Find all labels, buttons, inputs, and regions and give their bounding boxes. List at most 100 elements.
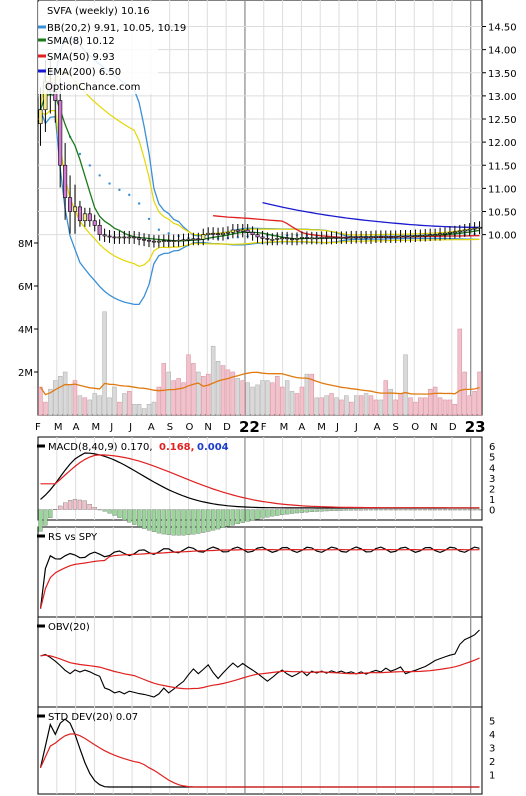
envelope-lower-line bbox=[40, 109, 480, 268]
candle-body-18 bbox=[127, 236, 132, 239]
macd-hist-bar-25 bbox=[161, 509, 166, 535]
macd-hist-bar-35 bbox=[211, 509, 216, 531]
macd-hist-bar-52 bbox=[294, 509, 300, 514]
legend-source: OptionChance.com bbox=[45, 82, 140, 93]
volume-bar-32 bbox=[196, 371, 201, 416]
price-tick-label-2: 13.50 bbox=[488, 69, 517, 80]
volume-bar-15 bbox=[112, 386, 117, 416]
volume-bar-26 bbox=[166, 371, 171, 416]
macd-hist-bar-68 bbox=[373, 509, 379, 511]
macd-hist-bar-65 bbox=[359, 509, 364, 511]
candle-body-0 bbox=[38, 109, 43, 124]
macd-hist-bar-72 bbox=[393, 509, 398, 511]
volume-bar-27 bbox=[171, 380, 176, 416]
candle-body-66 bbox=[364, 236, 369, 239]
envelope-upper-line bbox=[39, 70, 480, 236]
volume-bar-74 bbox=[403, 354, 408, 416]
x-tick-label-20: O bbox=[411, 422, 419, 433]
macd-hist-bar-2 bbox=[48, 509, 53, 519]
price-tick-label-8: 10.50 bbox=[488, 208, 517, 219]
volume-bar-68 bbox=[373, 399, 379, 416]
std-panel bbox=[39, 718, 480, 788]
candle-body-32 bbox=[196, 238, 201, 241]
volume-bar-56 bbox=[314, 397, 319, 416]
legend-bb: BB(20,2) 9.91, 10.05, 10.19 bbox=[47, 23, 186, 34]
macd-hist-bar-20 bbox=[137, 509, 142, 527]
bb-mid-dot-16 bbox=[118, 188, 121, 192]
candle-body-56 bbox=[314, 237, 319, 240]
candle-body-8 bbox=[77, 206, 82, 222]
macd-hist-bar-14 bbox=[107, 509, 112, 514]
price-tick-label-9: 10.00 bbox=[488, 231, 517, 242]
candle-body-42 bbox=[245, 229, 250, 233]
candle-body-50 bbox=[285, 237, 290, 240]
macd-panel-frame bbox=[37, 436, 483, 521]
volume-bar-81 bbox=[437, 397, 443, 416]
x-tick-label-8: O bbox=[186, 422, 194, 433]
x-tick-label-22: D bbox=[449, 422, 457, 433]
x-tick-label-19: S bbox=[392, 422, 398, 433]
volume-bar-39 bbox=[230, 371, 236, 416]
macd-hist-bar-54 bbox=[304, 509, 309, 513]
candle-body-37 bbox=[220, 232, 226, 235]
volume-bar-5 bbox=[62, 371, 68, 416]
x-tick-label-5: J bbox=[128, 422, 132, 433]
macd-hist-bar-63 bbox=[349, 509, 354, 511]
volume-bar-9 bbox=[82, 397, 88, 416]
candle-body-62 bbox=[344, 237, 349, 239]
legend-title: SVFA (weekly) 10.16 bbox=[47, 6, 150, 17]
std-label: STD DEV(20) 0.07 bbox=[48, 712, 138, 723]
volume-bar-40 bbox=[235, 378, 241, 416]
volume-bar-69 bbox=[378, 399, 384, 416]
volume-bar-33 bbox=[201, 376, 206, 416]
volume-bar-60 bbox=[334, 397, 339, 416]
x-tick-label-23: 23 bbox=[465, 418, 486, 436]
x-tick-label-4: J bbox=[109, 422, 113, 433]
obv-panel-frame bbox=[37, 616, 483, 708]
macd-hist-bar-86 bbox=[462, 509, 467, 511]
candle-body-10 bbox=[87, 213, 92, 222]
volume-bar-4 bbox=[57, 376, 63, 416]
macd-hist-bar-13 bbox=[102, 509, 107, 512]
candle-body-63 bbox=[349, 236, 354, 239]
candle-body-82 bbox=[442, 232, 448, 235]
bb-mid-dot-8 bbox=[78, 152, 82, 156]
x-tick-label-16: J bbox=[335, 422, 339, 433]
volume-bar-62 bbox=[344, 395, 349, 416]
macd-hist-bar-19 bbox=[132, 509, 137, 525]
volume-bar-49 bbox=[279, 386, 285, 416]
macd-hist-bar-37 bbox=[220, 509, 226, 528]
macd-signal-line bbox=[40, 454, 480, 509]
obv-legend: OBV(20) bbox=[37, 622, 90, 633]
macd-hist-bar-60 bbox=[334, 509, 339, 511]
macd-hist-bar-1 bbox=[43, 509, 48, 526]
macd-hist-bar-8 bbox=[77, 499, 83, 510]
candle-body-12 bbox=[97, 225, 102, 235]
candle-body-88 bbox=[472, 227, 477, 230]
macd-hist-bar-32 bbox=[196, 509, 201, 534]
candle-body-39 bbox=[230, 229, 235, 233]
macd-hist-bar-69 bbox=[378, 509, 383, 511]
candle-body-25 bbox=[161, 240, 166, 242]
obv-panel bbox=[40, 629, 480, 698]
volume-bar-7 bbox=[72, 380, 78, 416]
volume-bar-83 bbox=[447, 399, 453, 416]
rs-line bbox=[39, 546, 480, 609]
candle-body-33 bbox=[201, 234, 206, 240]
macd-hist-bar-18 bbox=[127, 509, 132, 523]
macd-hist-bar-9 bbox=[82, 500, 87, 510]
macd-hist-bar-47 bbox=[270, 509, 275, 517]
volume-bar-41 bbox=[240, 380, 245, 416]
macd-hist-bar-39 bbox=[230, 509, 235, 526]
volume-bar-57 bbox=[319, 397, 324, 416]
x-tick-label-3: M bbox=[91, 422, 100, 433]
macd-tick-label-5: 1 bbox=[489, 495, 495, 506]
bb-mid-dot-20 bbox=[137, 202, 141, 205]
volume-bar-22 bbox=[146, 404, 152, 416]
candle-body-24 bbox=[156, 240, 161, 243]
macd-hist-bar-4 bbox=[58, 505, 63, 510]
volume-bar-31 bbox=[191, 363, 196, 416]
macd-hist-bar-27 bbox=[171, 509, 176, 536]
candle-body-57 bbox=[319, 237, 324, 239]
macd-hist-bar-36 bbox=[215, 509, 221, 530]
